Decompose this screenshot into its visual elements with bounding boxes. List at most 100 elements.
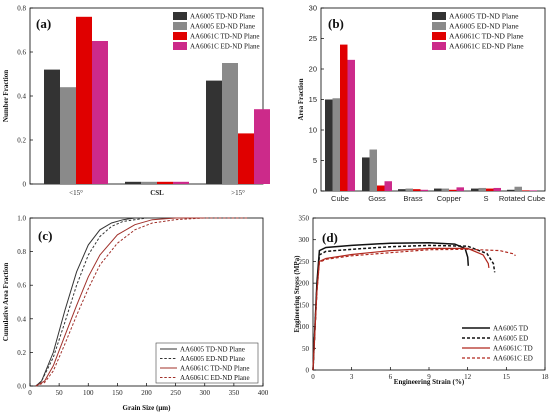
legend-label: AA6061C ED-ND Plane <box>190 43 260 51</box>
y-tick-label: 0.8 <box>17 248 26 256</box>
x-tick-label: Copper <box>437 194 462 203</box>
bar <box>254 109 270 184</box>
y-tick-label: 0 <box>306 367 310 375</box>
x-tick-label: >15° <box>231 189 245 197</box>
bar <box>434 188 442 191</box>
y-tick-label: 30 <box>309 4 317 13</box>
legend-swatch <box>432 12 446 20</box>
y-tick-label: 5 <box>313 156 317 165</box>
legend-swatch <box>432 32 446 40</box>
y-tick-label: 0.6 <box>17 282 26 290</box>
bar <box>377 185 385 191</box>
y-tick-label: 100 <box>299 323 310 331</box>
legend-label: AA6061C TD-ND Plane <box>449 32 524 41</box>
legend-label: AA6005 ED <box>493 335 528 343</box>
series-line <box>35 217 205 387</box>
x-tick-label: 15 <box>503 373 511 381</box>
bar <box>449 189 457 191</box>
legend-label: AA6005 ED-ND Plane <box>180 355 245 363</box>
x-axis-title: Engineering Strain (%) <box>394 378 465 386</box>
x-tick-label: 3 <box>350 373 354 381</box>
legend-label: AA6005 TD-ND Plane <box>180 346 245 354</box>
bar <box>173 181 189 184</box>
bar <box>486 188 494 191</box>
panel-b-chart: 0 5 10 15 20 25 30 Cube Goss Brass Copper S Rotated … <box>297 4 546 203</box>
y-tick-label: 200 <box>299 280 310 288</box>
legend-label: AA6061C ED <box>493 355 533 363</box>
x-tick-label: 250 <box>170 389 181 397</box>
x-tick-label: CSL <box>150 189 164 197</box>
bar <box>384 181 392 191</box>
y-tick-label: 0.8 <box>17 5 26 13</box>
x-tick-label: 100 <box>83 389 94 397</box>
y-tick-label: 300 <box>299 236 310 244</box>
panel-d-chart: 0 50 100 150 200 250 300 350 0 3 6 9 12 15 18 Engineeri… <box>293 215 549 387</box>
bar <box>44 69 60 184</box>
x-tick-label: 150 <box>112 389 123 397</box>
x-tick-label: Goss <box>368 194 386 203</box>
bar <box>222 63 238 184</box>
series-line <box>312 244 496 371</box>
x-tick-label: S <box>483 194 488 203</box>
bar <box>420 189 428 191</box>
bar <box>398 189 406 191</box>
x-tick-label: 400 <box>258 389 269 397</box>
bar <box>141 181 157 184</box>
bar <box>125 181 141 184</box>
y-tick-label: 0.6 <box>17 49 26 57</box>
y-tick-label: 10 <box>309 126 317 135</box>
x-tick-label: 18 <box>542 373 550 381</box>
bar <box>60 87 76 184</box>
y-tick-label: 250 <box>299 258 310 266</box>
legend-box <box>155 342 259 384</box>
x-tick-label: Brass <box>403 194 422 203</box>
panel-label: (c) <box>38 228 52 243</box>
y-tick-label: 0.4 <box>17 93 26 101</box>
y-axis-title: Cumulative Area Fraction <box>2 263 10 342</box>
series-line <box>35 217 153 387</box>
legend-swatch <box>173 42 187 50</box>
legend-label: AA6005 TD-ND Plane <box>449 12 519 21</box>
x-tick-label: 6 <box>389 373 393 381</box>
legend-label: AA6061C TD <box>493 345 533 353</box>
y-tick-label: 50 <box>302 345 310 353</box>
bar <box>493 187 501 191</box>
panel-label: (b) <box>328 16 344 31</box>
bar <box>441 188 449 191</box>
x-tick-label: 350 <box>229 389 240 397</box>
y-tick-label: 350 <box>299 215 310 223</box>
y-tick-label: 0 <box>313 187 317 196</box>
y-axis-title: Engineering Stress (MPa) <box>293 255 301 333</box>
bar <box>471 188 479 191</box>
bar <box>157 181 173 184</box>
legend-swatch <box>173 32 187 40</box>
bar <box>340 44 348 191</box>
bar <box>413 189 421 191</box>
legend-swatch <box>432 22 446 30</box>
legend-label: AA6061C TD-ND Plane <box>190 33 259 41</box>
series-line <box>312 247 490 371</box>
legend-label: AA6005 ED-ND Plane <box>449 22 519 31</box>
x-tick-label: Cube <box>331 194 349 203</box>
x-tick-label: <15° <box>69 189 83 197</box>
bar <box>332 98 340 191</box>
x-tick-label: 50 <box>56 389 64 397</box>
x-axis-title: Grain Size (μm) <box>123 404 172 412</box>
x-tick-label: 0 <box>311 373 315 381</box>
legend-label: AA6061C TD-ND Plane <box>180 365 249 373</box>
bar <box>529 190 537 191</box>
y-tick-label: 0.4 <box>17 315 26 323</box>
series-line <box>35 217 159 387</box>
bar <box>522 190 530 191</box>
y-tick-label: 20 <box>309 65 317 74</box>
panel-label: (d) <box>322 230 338 245</box>
x-tick-label: 12 <box>464 373 472 381</box>
y-axis-title: Number Fraction <box>2 70 10 122</box>
x-tick-label: Rotated Cube <box>499 194 545 203</box>
legend-label: AA6005 TD-ND Plane <box>190 13 255 21</box>
y-tick-label: 0.0 <box>17 383 26 391</box>
legend-label: AA6005 TD <box>493 325 528 333</box>
bar <box>514 186 522 191</box>
panel-a-chart: 0 0.2 0.4 0.6 0.8 <15° CSL >15° Number Fraction (… <box>2 5 270 197</box>
bar <box>478 187 486 191</box>
